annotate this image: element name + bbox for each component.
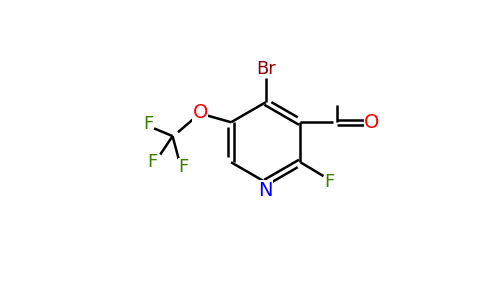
Text: F: F [178, 158, 188, 176]
Text: O: O [364, 113, 380, 132]
Text: N: N [258, 181, 273, 200]
Text: F: F [325, 173, 335, 191]
Text: O: O [193, 103, 208, 122]
Text: Br: Br [256, 60, 275, 78]
Text: F: F [148, 153, 158, 171]
Text: F: F [143, 115, 153, 133]
